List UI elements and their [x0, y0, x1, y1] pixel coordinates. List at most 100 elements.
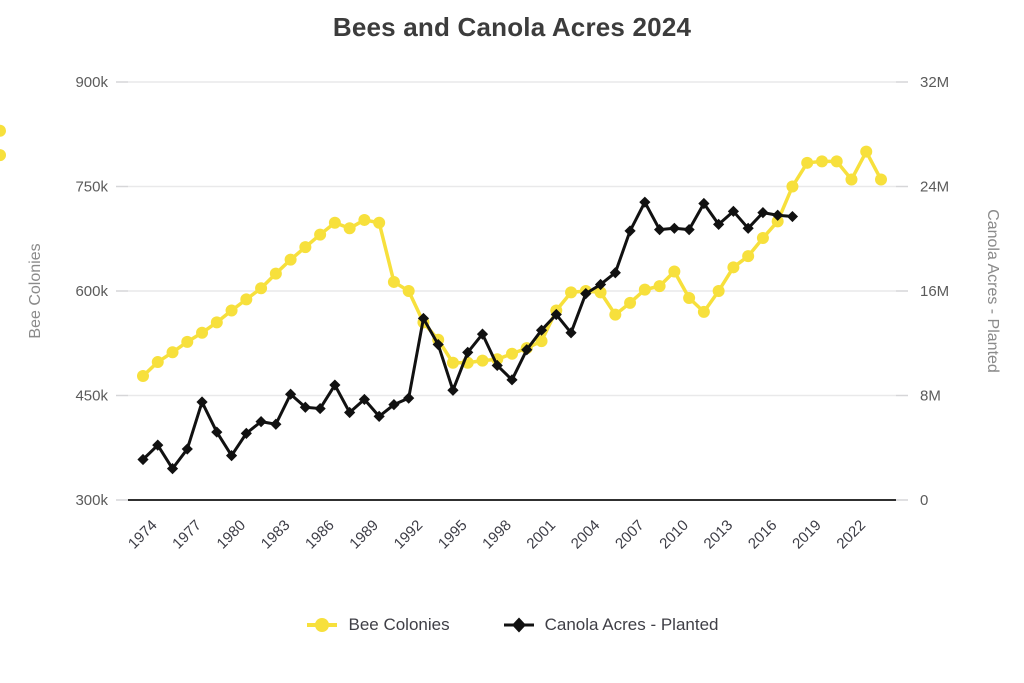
data-point-marker [712, 285, 725, 297]
y-axis-left-title: Bee Colonies [27, 243, 44, 338]
data-point-marker [387, 275, 400, 288]
data-point-marker [299, 241, 312, 254]
x-axis-tick-label: 2004 [568, 517, 604, 553]
y-axis-left-ticks: 300k 450k 600k 750k 900k [75, 74, 128, 509]
x-axis-tick-label: 2007 [612, 517, 648, 553]
data-point-marker [269, 267, 282, 280]
data-point-marker [638, 283, 651, 296]
data-point-marker [786, 210, 799, 223]
data-point-marker [624, 296, 637, 309]
x-axis-tick-label: 1998 [479, 517, 515, 553]
data-point-marker [329, 379, 341, 391]
data-point-marker [565, 286, 578, 299]
data-point-marker [860, 145, 873, 158]
data-point-marker [668, 222, 680, 234]
x-axis-ticks: 1974 1977 1980 1983 1986 1989 1992 1995 1998 2001… [125, 517, 869, 553]
x-axis-tick-label: 1986 [302, 517, 338, 553]
data-point-marker [565, 327, 577, 339]
legend-item-bee-colonies[interactable]: Bee Colonies [305, 615, 450, 635]
legend-label-bee-colonies: Bee Colonies [348, 615, 450, 634]
data-point-marker [683, 291, 696, 304]
data-point-marker [535, 335, 548, 348]
data-point-marker [653, 280, 666, 293]
x-axis-tick-label: 2013 [701, 517, 737, 553]
data-point-marker [535, 324, 548, 336]
y-axis-left-tick-label: 300k [75, 492, 108, 509]
data-point-marker [344, 406, 356, 419]
y-axis-left-tick-label: 450k [75, 388, 108, 405]
data-point-marker [609, 308, 622, 321]
data-point-marker [815, 155, 828, 168]
data-point-marker [373, 216, 386, 229]
y-axis-right-tick-label: 24M [920, 179, 949, 196]
legend-marker-diamond-icon [503, 617, 534, 633]
data-point-marker [137, 369, 149, 382]
data-point-marker [786, 180, 799, 193]
y-axis-right-ticks: 0 8M 16M 24M 32M [896, 74, 949, 509]
data-point-marker [152, 439, 164, 451]
data-point-marker [0, 149, 6, 162]
data-point-marker [196, 326, 209, 339]
data-point-marker [801, 156, 814, 169]
data-point-marker [742, 222, 754, 234]
data-point-marker [373, 410, 385, 422]
series-bee-colonies [0, 124, 887, 382]
data-point-marker [506, 347, 518, 360]
data-point-marker [462, 346, 474, 358]
series-layer [0, 124, 887, 475]
x-axis-tick-label: 1974 [125, 517, 161, 553]
x-axis-tick-label: 2019 [789, 517, 825, 553]
data-point-marker [299, 401, 311, 413]
x-axis-tick-label: 1977 [169, 517, 205, 553]
data-point-marker [343, 222, 356, 235]
data-point-marker [210, 316, 223, 329]
data-point-marker [771, 215, 784, 228]
data-point-marker [476, 328, 489, 340]
data-point-marker [240, 293, 253, 306]
data-point-marker [211, 426, 223, 438]
data-point-marker [476, 354, 489, 367]
data-point-marker [137, 453, 149, 466]
data-point-marker [594, 286, 607, 299]
y-axis-left-tick-label: 600k [75, 283, 108, 300]
data-point-marker [255, 416, 267, 428]
data-point-marker [580, 288, 592, 300]
data-point-marker [388, 399, 400, 411]
data-point-marker [358, 393, 370, 406]
y-axis-right-tick-label: 32M [920, 74, 949, 91]
chart-title: Bees and Canola Acres 2024 [332, 12, 692, 42]
y-axis-right-tick-label: 8M [920, 388, 941, 405]
y-axis-right-tick-label: 16M [920, 283, 949, 300]
legend-marker-circle-icon [307, 618, 338, 632]
x-axis-tick-label: 2001 [523, 517, 559, 553]
data-point-marker [181, 335, 194, 348]
data-point-marker [314, 402, 326, 415]
data-point-marker [240, 427, 252, 439]
data-point-marker [446, 356, 459, 369]
data-point-marker [328, 216, 341, 229]
data-point-marker [594, 278, 607, 291]
data-point-marker [284, 253, 297, 266]
y-axis-right-title: Canola Acres - Planted [984, 209, 1001, 373]
legend-item-canola-acres-planted[interactable]: Canola Acres - Planted [502, 615, 719, 635]
data-point-marker [727, 261, 740, 274]
data-point-marker [151, 356, 164, 369]
data-point-marker [875, 173, 887, 186]
data-point-marker [668, 265, 681, 278]
data-point-marker [727, 205, 739, 217]
data-point-marker [756, 232, 769, 245]
data-point-marker [639, 196, 651, 208]
data-point-marker [225, 304, 238, 317]
data-point-marker [403, 392, 415, 404]
data-point-marker [683, 224, 695, 236]
data-point-marker [830, 155, 843, 168]
data-point-marker [285, 388, 297, 400]
data-point-marker [181, 443, 193, 455]
x-axis-tick-label: 1995 [435, 517, 471, 553]
legend-label-canola-acres-planted: Canola Acres - Planted [544, 615, 719, 634]
data-point-marker [196, 396, 208, 408]
x-axis-tick-label: 2022 [833, 517, 869, 553]
x-axis-tick-label: 1989 [346, 517, 382, 553]
x-axis-tick-label: 2016 [745, 517, 781, 553]
